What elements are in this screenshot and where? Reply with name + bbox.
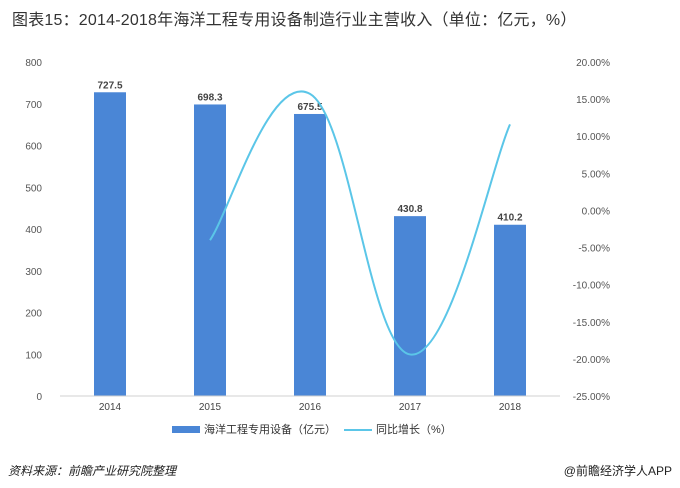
right-tick-label: 15.00% xyxy=(576,95,610,106)
bar-value-label: 410.2 xyxy=(497,213,522,224)
left-tick-label: 500 xyxy=(25,183,42,194)
source-note: 资料来源：前瞻产业研究院整理 xyxy=(8,464,177,478)
left-tick-label: 100 xyxy=(25,350,42,361)
legend-bar-label: 海洋工程专用设备（亿元） xyxy=(204,422,336,436)
left-tick-label: 600 xyxy=(25,142,42,153)
bar-value-label: 430.8 xyxy=(397,204,422,215)
bar-value-label: 727.5 xyxy=(97,80,122,91)
left-tick-label: 200 xyxy=(25,309,42,320)
left-tick-label: 300 xyxy=(25,267,42,278)
left-axis: 0 100 200 300 400 500 600 700 800 xyxy=(25,58,42,403)
legend-bar-swatch xyxy=(172,426,200,433)
brand-watermark: @前瞻经济学人APP xyxy=(563,464,672,478)
bar-labels: 727.5 698.3 675.5 430.8 410.2 xyxy=(97,80,522,223)
legend: 海洋工程专用设备（亿元） 同比增长（%） xyxy=(172,422,452,436)
bar-value-label: 698.3 xyxy=(197,92,222,103)
x-tick-label: 2018 xyxy=(499,402,522,413)
right-tick-label: 5.00% xyxy=(582,169,610,180)
right-tick-label: -20.00% xyxy=(573,355,610,366)
bar xyxy=(94,92,126,397)
x-tick-label: 2015 xyxy=(199,402,222,413)
right-tick-label: 0.00% xyxy=(582,206,610,217)
left-tick-label: 0 xyxy=(36,392,42,403)
left-tick-label: 400 xyxy=(25,225,42,236)
chart-title: 图表15：2014-2018年海洋工程专用设备制造行业主营收入（单位：亿元，%） xyxy=(12,12,577,29)
bar xyxy=(394,216,426,396)
growth-line xyxy=(209,90,511,356)
right-axis: -25.00% -20.00% -15.00% -10.00% -5.00% 0.00% 5… xyxy=(573,58,610,403)
bar xyxy=(294,113,326,396)
x-tick-label: 2016 xyxy=(299,402,322,413)
x-tick-label: 2014 xyxy=(99,402,122,413)
right-tick-label: -10.00% xyxy=(573,281,610,292)
bars xyxy=(94,92,526,397)
left-tick-label: 700 xyxy=(25,100,42,111)
x-tick-label: 2017 xyxy=(399,402,422,413)
right-tick-label: -15.00% xyxy=(573,318,610,329)
bar xyxy=(494,224,526,396)
bar-value-label: 675.5 xyxy=(297,102,322,113)
growth-line-layer xyxy=(209,90,511,356)
right-tick-label: -25.00% xyxy=(573,392,610,403)
x-axis: 2014 2015 2016 2017 2018 xyxy=(60,395,560,413)
legend-line-label: 同比增长（%） xyxy=(376,422,452,436)
right-tick-label: 10.00% xyxy=(576,132,610,143)
left-tick-label: 800 xyxy=(25,58,42,69)
right-tick-label: -5.00% xyxy=(578,244,610,255)
bar xyxy=(194,104,226,396)
right-tick-label: 20.00% xyxy=(576,58,610,69)
